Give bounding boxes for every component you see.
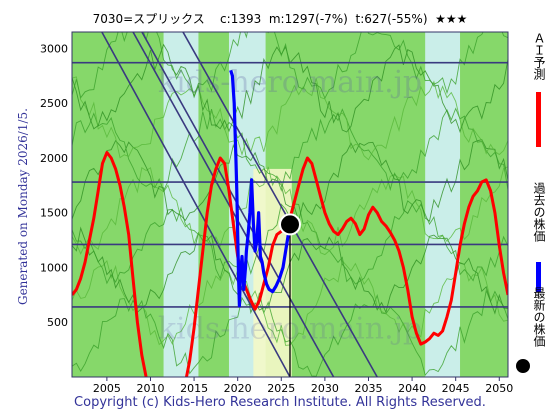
series-past-price-line [229,69,292,308]
legend-item-latest-price: 最新の株価 [516,287,546,377]
legend-swatch-past-price [536,262,541,292]
plot-frame [71,31,509,378]
light-band [425,32,461,377]
y-tick-label: 1000 [40,261,68,274]
x-tick-label: 2015 [180,382,208,395]
y-tick-label: 500 [47,316,68,329]
texture-line [72,76,508,161]
legend-label-latest-price: 最新の株価 [532,287,546,347]
legend-item-past-price: 過去の株価 [516,182,546,292]
texture-line [72,107,508,192]
x-tick-label: 2005 [93,382,121,395]
legend-label-ai-forecast: ＡＩ予測 [532,32,546,80]
latest-price-marker [279,213,301,236]
legend-swatch-ai-forecast [536,92,541,147]
y-tick-label: 3000 [40,42,68,55]
legend-label-past-price: 過去の株価 [532,182,546,242]
trend-diagonal-line [182,32,378,377]
generated-date-note: Generated on Monday 2026/1/5. [16,108,30,305]
x-tick-label: 2020 [224,382,252,395]
y-tick-label: 1500 [40,207,68,220]
texture-line [72,166,508,256]
series-ai-forecast-line [72,151,508,377]
copyright-footer: Copyright (c) Kids-Hero Research Institu… [74,395,486,410]
legend-item-ai-forecast: ＡＩ予測 [516,32,546,147]
x-tick-label: 2030 [311,382,339,395]
x-tick-label: 2025 [267,382,295,395]
x-tick-label: 2050 [485,382,513,395]
legend: ＡＩ予測 過去の株価 最新の株価 [516,32,546,377]
texture-line [72,139,508,223]
page-title: 7030=スプリックス c:1393 m:1297(-7%) t:627(-55… [92,12,468,26]
x-tick-label: 2035 [354,382,382,395]
watermark-top: kids-hero.main.jp [158,65,422,100]
trend-diagonal-line [132,32,265,268]
x-tick-label: 2040 [398,382,426,395]
y-tick-label: 2500 [40,97,68,110]
trend-diagonal-line [100,32,291,377]
x-tick-label: 2010 [136,382,164,395]
legend-marker-latest-price [516,359,530,373]
x-tick-label: 2045 [442,382,470,395]
y-tick-label: 2000 [40,152,68,165]
